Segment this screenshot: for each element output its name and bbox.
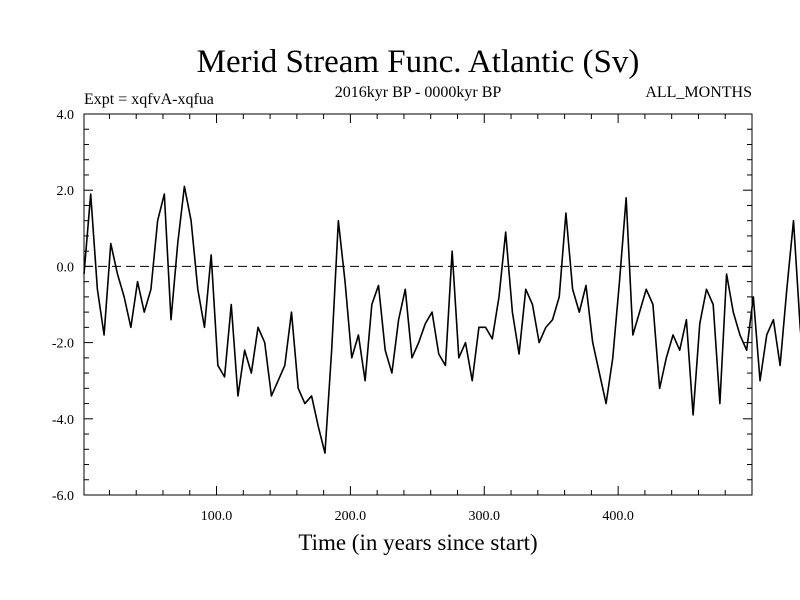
x-tick-label: 300.0 [469, 509, 501, 524]
x-tick-label: 200.0 [335, 509, 367, 524]
experiment-label: Expt = xqfvA-xqfua [84, 91, 214, 108]
plot-frame [83, 113, 753, 496]
y-tick-label: 0.0 [57, 260, 75, 275]
x-axis-label: Time (in years since start) [298, 530, 537, 555]
series-line [83, 185, 800, 454]
y-tick-label: -6.0 [52, 489, 74, 504]
y-tick-label: 2.0 [57, 184, 75, 199]
y-tick-label: -4.0 [52, 413, 74, 428]
y-tick-label: -2.0 [52, 337, 74, 352]
y-tick-label: 4.0 [57, 108, 75, 123]
x-tick-label: 100.0 [201, 509, 233, 524]
chart-title: Merid Stream Func. Atlantic (Sv) [197, 44, 640, 80]
x-tick-label: 400.0 [602, 509, 634, 524]
time-range-label: 2016kyr BP - 0000kyr BP [335, 84, 502, 101]
months-label: ALL_MONTHS [645, 84, 752, 101]
